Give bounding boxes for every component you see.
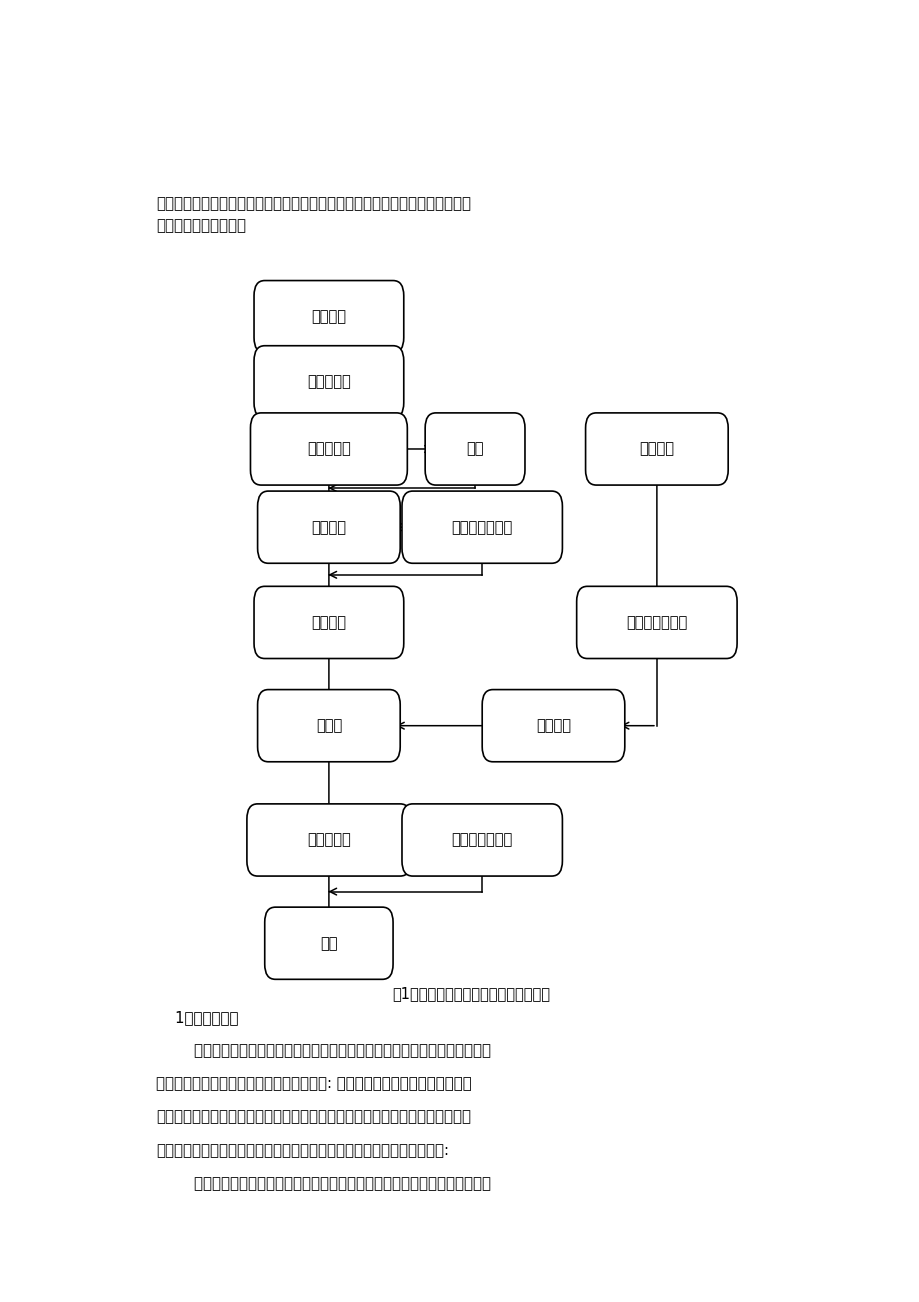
Text: 自检: 自检 [466, 441, 483, 457]
Text: 材料熔融: 材料熔融 [536, 719, 571, 733]
Text: 要完工，硬路肩往往摊铺滞后，路面边缘线不好确定，按设计又和具体施工有偏: 要完工，硬路肩往往摊铺滞后，路面边缘线不好确定，按设计又和具体施工有偏 [156, 1109, 471, 1125]
Text: 自检、监理检查: 自检、监理检查 [451, 832, 512, 848]
Text: 差，不具备准确确定路面中心线的条件。因此在实际工作中采用以下方法:: 差，不具备准确确定路面中心线的条件。因此在实际工作中采用以下方法: [156, 1143, 448, 1157]
Text: 练操作各种测量设备。: 练操作各种测量设备。 [156, 219, 246, 233]
FancyBboxPatch shape [257, 690, 400, 762]
FancyBboxPatch shape [254, 346, 403, 418]
Text: 图1：热熔型涂料标线水线施工工艺框图: 图1：热熔型涂料标线水线施工工艺框图 [392, 987, 550, 1001]
Text: 基准点确定: 基准点确定 [307, 374, 350, 389]
FancyBboxPatch shape [246, 803, 411, 876]
FancyBboxPatch shape [576, 586, 736, 659]
Text: 样，但在实际工作中往往做不到，原因如下: 新建道路一般要求路面完工标线就: 样，但在实际工作中往往做不到，原因如下: 新建道路一般要求路面完工标线就 [156, 1077, 471, 1091]
FancyBboxPatch shape [254, 280, 403, 353]
FancyBboxPatch shape [257, 491, 400, 564]
Text: 自检、监理检查: 自检、监理检查 [626, 615, 686, 630]
FancyBboxPatch shape [402, 491, 562, 564]
FancyBboxPatch shape [425, 413, 525, 486]
Text: 具有中分带的道路或分离式路基断面的道路，先复核路面宽度，然后从中分: 具有中分带的道路或分离式路基断面的道路，先复核路面宽度，然后从中分 [156, 1176, 491, 1191]
FancyBboxPatch shape [250, 413, 407, 486]
FancyBboxPatch shape [402, 803, 562, 876]
Text: 修整: 修整 [320, 936, 337, 950]
Text: 1、基准点确定: 1、基准点确定 [156, 1010, 239, 1026]
FancyBboxPatch shape [585, 413, 728, 486]
Text: 自检、监理检查: 自检、监理检查 [451, 519, 512, 535]
Text: 涂底漆: 涂底漆 [315, 719, 342, 733]
Text: 清扫路面: 清扫路面 [311, 309, 346, 324]
Text: 涂敷及撒珠: 涂敷及撒珠 [307, 832, 350, 848]
FancyBboxPatch shape [482, 690, 624, 762]
FancyBboxPatch shape [265, 907, 392, 979]
Text: 标线放样按规范要求应先测出道路中心点，然后确定中心线，以此为依据放: 标线放样按规范要求应先测出道路中心点，然后确定中心线，以此为依据放 [156, 1043, 491, 1059]
Text: 清扫路面: 清扫路面 [311, 615, 346, 630]
FancyBboxPatch shape [254, 586, 403, 659]
Text: 水线放样: 水线放样 [311, 519, 346, 535]
Text: 工班长必须是有丰富经验的技术人员，要对标线设计原则十分熟悉，而且可以熟: 工班长必须是有丰富经验的技术人员，要对标线设计原则十分熟悉，而且可以熟 [156, 197, 471, 211]
Text: 材料准备: 材料准备 [639, 441, 674, 457]
Text: 基准线放样: 基准线放样 [307, 441, 350, 457]
